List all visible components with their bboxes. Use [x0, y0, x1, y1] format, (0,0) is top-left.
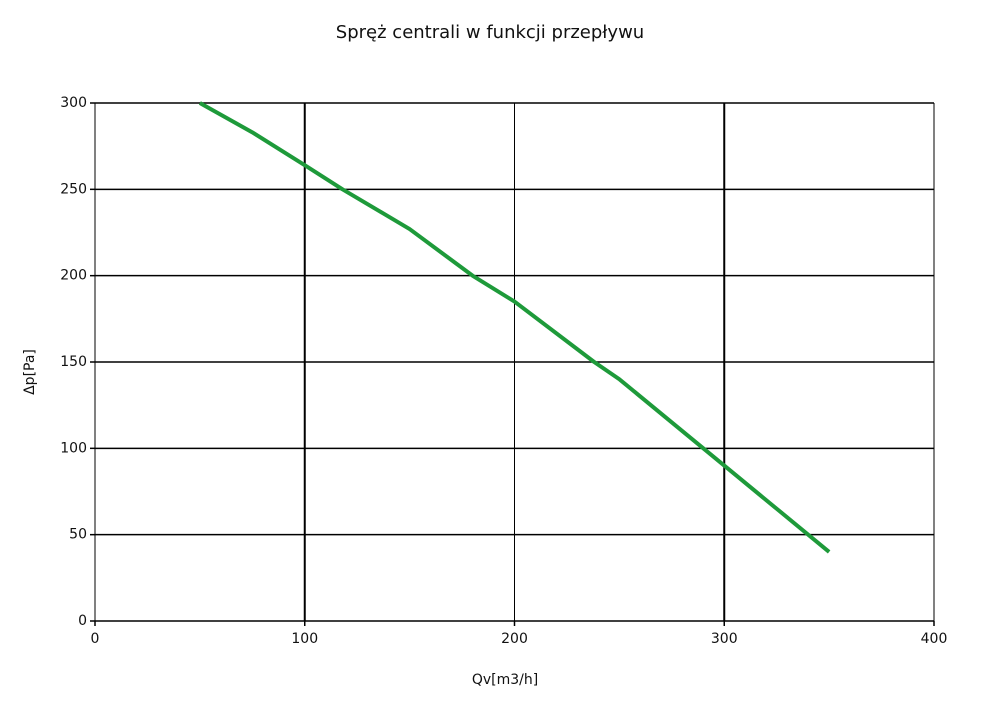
- y-axis-label: Δp[Pa]: [22, 349, 38, 395]
- chart-title: Spręż centrali w funkcji przepływu: [336, 22, 644, 43]
- y-tick-label: 200: [60, 268, 87, 284]
- y-tick-label: 250: [60, 181, 87, 197]
- x-tick-label: 100: [291, 631, 318, 647]
- x-axis-label: Qv[m3/h]: [472, 672, 538, 688]
- y-tick-label: 100: [60, 440, 87, 456]
- y-tick-label: 150: [60, 354, 87, 370]
- x-tick-label: 200: [501, 631, 528, 647]
- x-tick-label: 400: [921, 631, 948, 647]
- x-tick-label: 300: [711, 631, 738, 647]
- x-tick-label: 0: [91, 631, 100, 647]
- y-tick-label: 300: [60, 95, 87, 111]
- y-tick-label: 50: [69, 527, 87, 543]
- y-tick-label: 0: [78, 613, 87, 629]
- data-line: [198, 101, 831, 554]
